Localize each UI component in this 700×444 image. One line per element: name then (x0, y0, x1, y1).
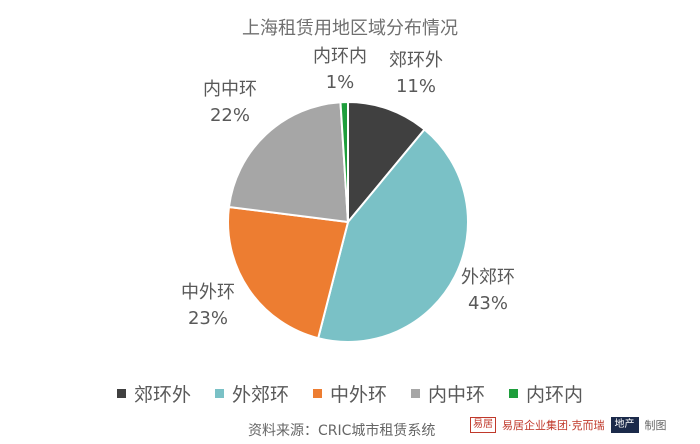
slice-label: 中外环 (181, 282, 235, 303)
company-name: 易居企业集团·克而瑞 (502, 419, 605, 432)
legend-swatch (116, 389, 126, 398)
legend-label: 外郊环 (231, 384, 289, 406)
legend-swatch (411, 389, 420, 398)
chart-title: 上海租赁用地区域分布情况 (242, 18, 458, 39)
slice-value-label: 11% (396, 76, 436, 97)
slice-value-label: 43% (468, 293, 508, 314)
pie-slice-5 (339, 100, 349, 223)
pie-slice-2 (316, 128, 469, 343)
pie-slice-1 (347, 100, 426, 225)
made-by-label: 制图 (644, 419, 667, 432)
legend-swatch (214, 389, 224, 398)
pie-slice-4 (227, 101, 350, 224)
legend-swatch (509, 389, 519, 398)
legend-item: 郊环外 (116, 380, 191, 407)
legend-label: 中外环 (329, 384, 387, 406)
slice-value-label: 1% (326, 72, 355, 93)
slice-label: 内中环 (203, 79, 257, 100)
legend-swatch (312, 389, 322, 398)
legend-label: 内环内 (526, 384, 584, 406)
pie-slice-3 (227, 205, 350, 340)
slice-value-label: 23% (188, 308, 228, 329)
slice-value-label: 22% (210, 105, 250, 126)
logo-group: 易居 易居企业集团·克而瑞 地产 制图 (470, 417, 667, 433)
slice-label: 外郊环 (461, 267, 515, 288)
slice-label: 内环内 (313, 46, 367, 67)
yiju-logo: 易居 (470, 417, 496, 433)
source-note: 资料来源：CRIC城市租赁系统 (248, 423, 436, 439)
legend-item: 内环内 (509, 380, 583, 407)
legend-item: 外郊环 (214, 380, 289, 407)
slice-label: 郊环外 (389, 50, 443, 71)
legend-item: 中外环 (312, 380, 387, 407)
legend: 郊环外 外郊环 中外环 内中环 内环内 (0, 380, 700, 407)
legend-label: 郊环外 (133, 384, 191, 406)
legend-label: 内中环 (428, 384, 486, 406)
legend-item: 内中环 (411, 380, 485, 407)
brand-logo: 地产 (610, 417, 639, 433)
